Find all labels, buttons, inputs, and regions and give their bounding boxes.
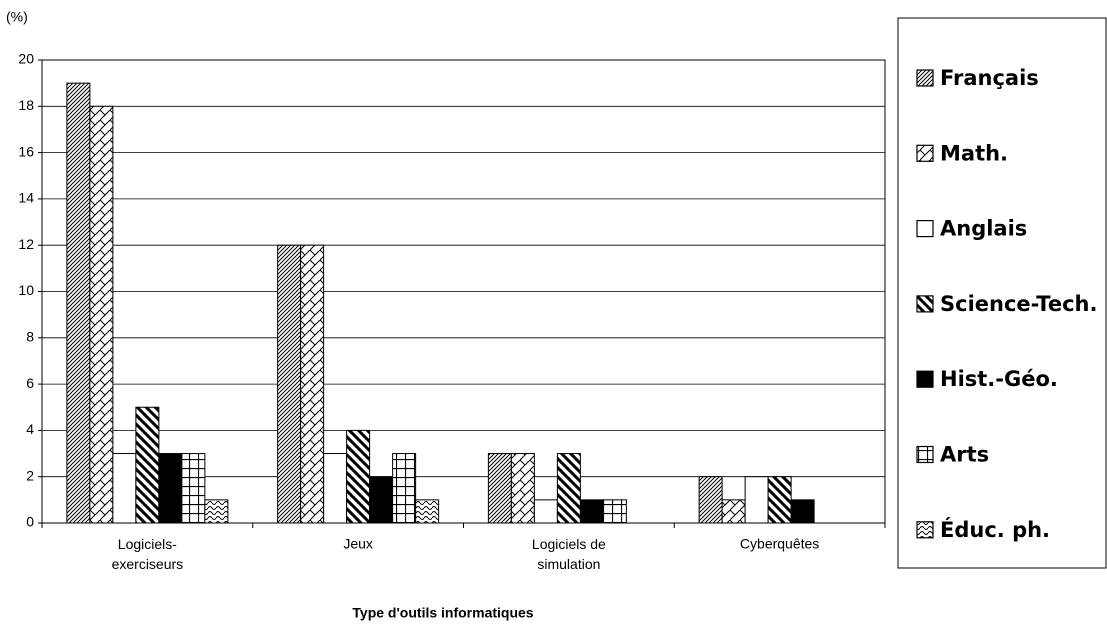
- y-tick-label: 0: [26, 514, 34, 530]
- bar: [556, 453, 581, 524]
- bar: [158, 453, 183, 524]
- x-tick-line: exerciseurs: [112, 556, 184, 572]
- bar: [744, 476, 769, 524]
- bar: [767, 476, 792, 524]
- legend-swatch: [916, 144, 934, 162]
- legend-label: Arts: [940, 443, 989, 467]
- x-axis-title: Type d'outils informatiques: [352, 605, 533, 621]
- legend-label: Math.: [940, 141, 1008, 165]
- bar: [66, 82, 91, 524]
- bar: [135, 406, 160, 524]
- x-tick-label: Logiciels de simulation: [532, 536, 606, 572]
- x-tick-line: simulation: [537, 556, 600, 572]
- legend-label: Français: [940, 66, 1039, 90]
- bar: [602, 499, 627, 524]
- bar: [533, 499, 558, 524]
- legend-swatch: [916, 295, 934, 313]
- y-tick-label: 6: [26, 375, 34, 391]
- y-unit-label: (%): [6, 9, 28, 25]
- legend-label: Anglais: [940, 217, 1027, 241]
- x-tick-label: Cyberquêtes: [740, 536, 819, 552]
- legend-swatch: [916, 69, 934, 87]
- bar: [204, 499, 229, 524]
- bar: [510, 453, 535, 524]
- y-tick-label: 10: [18, 282, 34, 298]
- bar: [790, 499, 815, 524]
- legend-label: Éduc. ph.: [940, 517, 1050, 542]
- x-tick-line: Logiciels de: [532, 536, 606, 552]
- bar: [181, 453, 206, 524]
- legend-swatch: [916, 220, 934, 238]
- y-tick-label: 14: [18, 190, 34, 206]
- legend-box: [897, 17, 1107, 569]
- y-tick-label: 12: [18, 236, 34, 252]
- legend-swatch: [916, 370, 934, 388]
- bar: [579, 499, 604, 524]
- x-tick-label: Logiciels-exerciseurs: [112, 536, 184, 572]
- bar: [392, 453, 417, 524]
- y-tick-label: 4: [26, 421, 34, 437]
- bar: [369, 476, 394, 524]
- bar: [89, 105, 114, 524]
- bar: [300, 244, 325, 524]
- bar: [277, 244, 302, 524]
- legend-label: Hist.-Géo.: [940, 367, 1058, 391]
- y-tick-label: 2: [26, 467, 34, 483]
- y-tick-label: 18: [18, 97, 34, 113]
- x-tick-line: Logiciels-: [118, 536, 177, 552]
- legend-label: Science-Tech.: [940, 292, 1097, 316]
- bar: [487, 453, 512, 524]
- bar: [112, 453, 137, 524]
- y-tick-label: 16: [18, 143, 34, 159]
- y-tick-label: 20: [18, 51, 34, 67]
- bar: [415, 499, 440, 524]
- x-tick-label: Jeux: [343, 536, 373, 552]
- bar: [721, 499, 746, 524]
- bar: [323, 453, 348, 524]
- legend-swatch: [916, 445, 934, 464]
- y-tick-label: 8: [26, 329, 34, 345]
- legend-swatch: [916, 521, 934, 539]
- bar: [698, 476, 723, 524]
- bar: [346, 429, 371, 524]
